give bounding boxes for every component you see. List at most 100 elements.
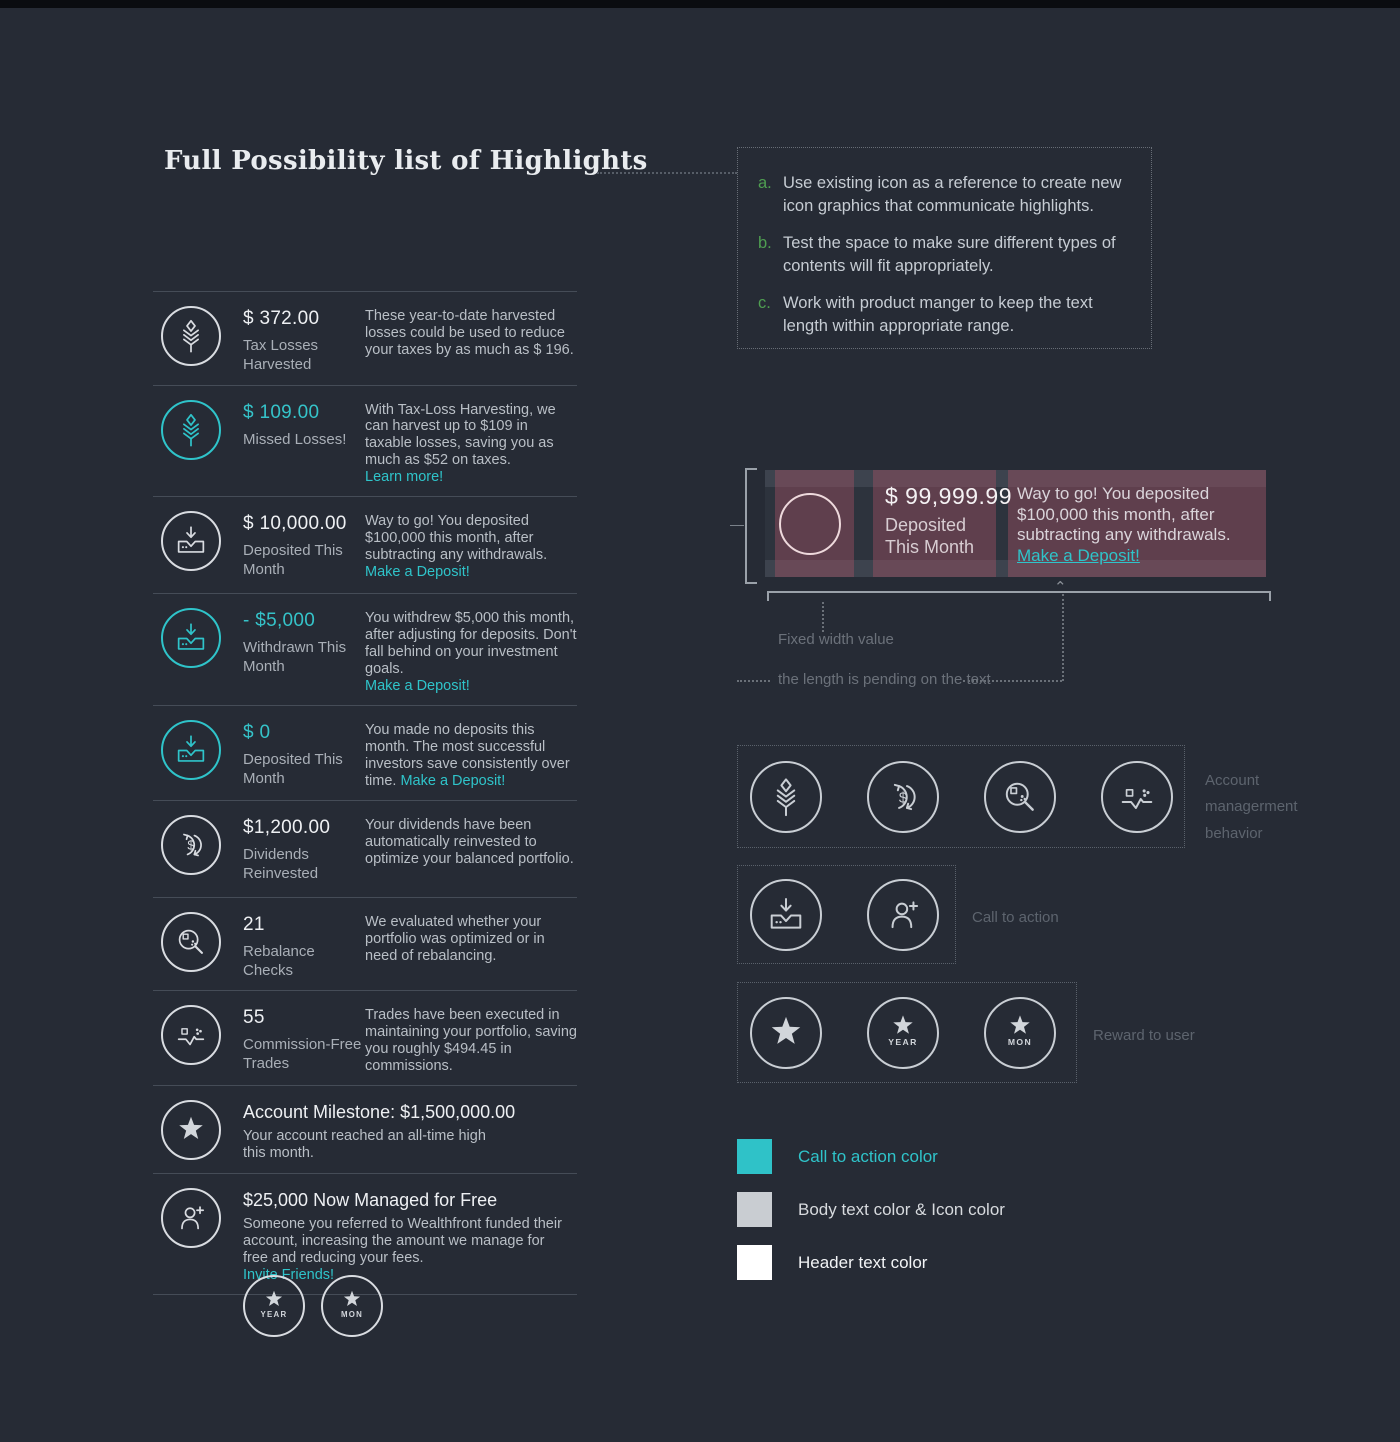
- description-text: With Tax-Loss Harvesting, we can harvest…: [365, 401, 556, 469]
- commission-trades-icon: [161, 1005, 221, 1066]
- rebalance-magnifier-icon: [984, 760, 1056, 833]
- description-text: You made no deposits this month. The mos…: [365, 722, 570, 789]
- note-text: Work with product manger to keep the tex…: [783, 293, 1093, 336]
- description-text: Your dividends have been automatically r…: [365, 816, 574, 867]
- dotted-connector-vertical: [1062, 594, 1064, 681]
- highlight-description: Trades have been executed in maintaining…: [365, 1005, 577, 1075]
- label-line1: Account managerment: [1205, 772, 1298, 816]
- highlight-label: Commission-Free Trades: [243, 1036, 362, 1073]
- description-text: Trades have been executed in maintaining…: [365, 1007, 577, 1075]
- highlight-row-deposited: $ 10,000.00 Deposited This Month Way to …: [153, 496, 577, 593]
- padding-strip-bottom: [765, 560, 1266, 577]
- description-text: Someone you referred to Wealthfront fund…: [243, 1216, 562, 1267]
- make-a-deposit-link[interactable]: Make a Deposit!: [365, 678, 470, 695]
- call-to-action-label: Call to action: [972, 909, 1059, 926]
- body-color-swatch: [737, 1192, 772, 1227]
- note-letter: a.: [758, 174, 772, 192]
- description-text: You withdrew $5,000 this month, after ad…: [365, 610, 577, 678]
- design-notes-box: a. Use existing icon as a reference to c…: [737, 147, 1152, 349]
- learn-more-link[interactable]: Learn more!: [365, 469, 444, 486]
- mockup-description: Way to go! You deposited $100,000 this m…: [1017, 484, 1265, 567]
- highlight-label: Rebalance Checks: [243, 942, 315, 979]
- highlight-row-dividends: $ $1,200.00 Dividends Reinvested Your di…: [153, 799, 577, 897]
- make-a-deposit-link[interactable]: Make a Deposit!: [1017, 546, 1140, 566]
- highlight-body: Account Milestone: $1,500,000.00 Your ac…: [243, 1100, 577, 1163]
- color-legend: Call to action color Body text color & I…: [737, 1139, 1005, 1298]
- star-month-badge-icon: MON: [321, 1275, 383, 1337]
- legend-label: Body text color & Icon color: [798, 1199, 1005, 1219]
- note-text: Test the space to make sure different ty…: [783, 233, 1116, 276]
- dollar-glyph: $: [899, 790, 908, 806]
- highlight-description: With Tax-Loss Harvesting, we can harvest…: [365, 400, 577, 487]
- legend-row-body: Body text color & Icon color: [737, 1192, 1005, 1227]
- mockup-label: Deposited This Month: [885, 515, 974, 559]
- star-year-badge-icon: YEAR: [867, 996, 939, 1069]
- badge-label: MON: [1008, 1037, 1032, 1047]
- dollar-glyph: $: [187, 837, 194, 852]
- rebalance-magnifier-icon: [161, 911, 221, 972]
- padding-strip-top: [765, 470, 1266, 487]
- call-to-action-icon-group: [737, 865, 956, 964]
- fixed-width-label: Fixed width value: [778, 631, 894, 648]
- highlight-description: Way to go! You deposited $100,000 this m…: [365, 511, 577, 583]
- mockup-value: $ 99,999.99: [885, 483, 1013, 509]
- highlight-description: Your account reached an all-time high th…: [243, 1128, 495, 1162]
- highlight-description: You withdrew $5,000 this month, after ad…: [365, 608, 577, 695]
- highlight-value: - $5,000: [243, 610, 316, 632]
- note-text: Use existing icon as a reference to crea…: [783, 174, 1122, 216]
- center-tick: [730, 525, 744, 526]
- highlights-list: $ 372.00 Tax Losses Harvested These year…: [153, 291, 577, 1295]
- value-region-overlay: [873, 470, 996, 577]
- reward-icon-group: YEAR MON: [737, 982, 1077, 1083]
- highlight-row-withdrawn: - $5,000 Withdrawn This Month You withdr…: [153, 593, 577, 705]
- star-icon: [161, 1100, 221, 1161]
- deposit-icon: [161, 720, 221, 781]
- badge-label: MON: [341, 1310, 363, 1319]
- tax-loss-harvest-icon: [161, 399, 221, 460]
- highlight-description: Someone you referred to Wealthfront fund…: [243, 1216, 565, 1284]
- description-text: Way to go! You deposited $100,000 this m…: [365, 513, 548, 564]
- highlight-body: $25,000 Now Managed for Free Someone you…: [243, 1188, 577, 1284]
- arrow-up-icon: ⌃: [1054, 579, 1067, 596]
- highlight-value: $ 10,000.00: [243, 513, 347, 535]
- make-a-deposit-link[interactable]: Make a Deposit!: [365, 564, 470, 581]
- account-management-label: Account managerment behavior: [1205, 768, 1355, 847]
- highlight-value: $ 109.00: [243, 401, 320, 423]
- note-b: b. Test the space to make sure different…: [758, 232, 1133, 279]
- badge-label: YEAR: [888, 1037, 917, 1047]
- tax-loss-harvest-icon: [161, 306, 221, 366]
- legend-label: Call to action color: [798, 1146, 938, 1166]
- highlight-description: Your dividends have been automatically r…: [365, 815, 577, 887]
- tax-loss-harvest-icon: [750, 760, 822, 833]
- highlight-value: $ 372.00: [243, 308, 320, 329]
- dotted-connector-vertical: [822, 602, 824, 632]
- dotted-connector-horizontal: [963, 680, 1062, 682]
- star-year-badge-icon: YEAR: [243, 1275, 305, 1337]
- page-title: Full Possibility list of Highlights: [164, 146, 648, 176]
- highlight-row-tax-losses: $ 372.00 Tax Losses Harvested These year…: [153, 291, 577, 385]
- deposit-icon: [161, 511, 221, 572]
- title-connector-dotted-line: [597, 172, 737, 174]
- highlight-value: 55: [243, 1007, 265, 1029]
- star-month-badge-icon: MON: [984, 996, 1056, 1069]
- description-text: These year-to-date harvested losses coul…: [365, 308, 574, 358]
- highlight-row-mockup: $ 99,999.99 Deposited This Month Way to …: [765, 470, 1266, 577]
- star-icon: [750, 996, 822, 1069]
- width-bracket: [767, 591, 1271, 601]
- highlight-label: Withdrawn This Month: [243, 639, 347, 676]
- highlight-row-missed-losses: $ 109.00 Missed Losses! With Tax-Loss Ha…: [153, 384, 577, 497]
- note-a: a. Use existing icon as a reference to c…: [758, 172, 1133, 219]
- deposit-icon: [750, 878, 822, 951]
- badge-label: YEAR: [261, 1310, 288, 1319]
- highlight-row-rebalance: 21 Rebalance Checks We evaluated whether…: [153, 896, 577, 991]
- highlight-row-trades: 55 Commission-Free Trades Trades have be…: [153, 990, 577, 1085]
- deposit-icon: [161, 608, 221, 669]
- description-text: Your account reached an all-time high th…: [243, 1128, 486, 1162]
- mockup-label-line2: This Month: [885, 536, 975, 557]
- milestone-badges: YEAR MON: [243, 1275, 383, 1337]
- person-add-icon: [161, 1188, 221, 1249]
- highlight-value: 21: [243, 913, 265, 935]
- dotted-connector-horizontal: [737, 680, 770, 682]
- make-a-deposit-link[interactable]: Make a Deposit!: [400, 772, 506, 789]
- note-letter: c.: [758, 293, 771, 312]
